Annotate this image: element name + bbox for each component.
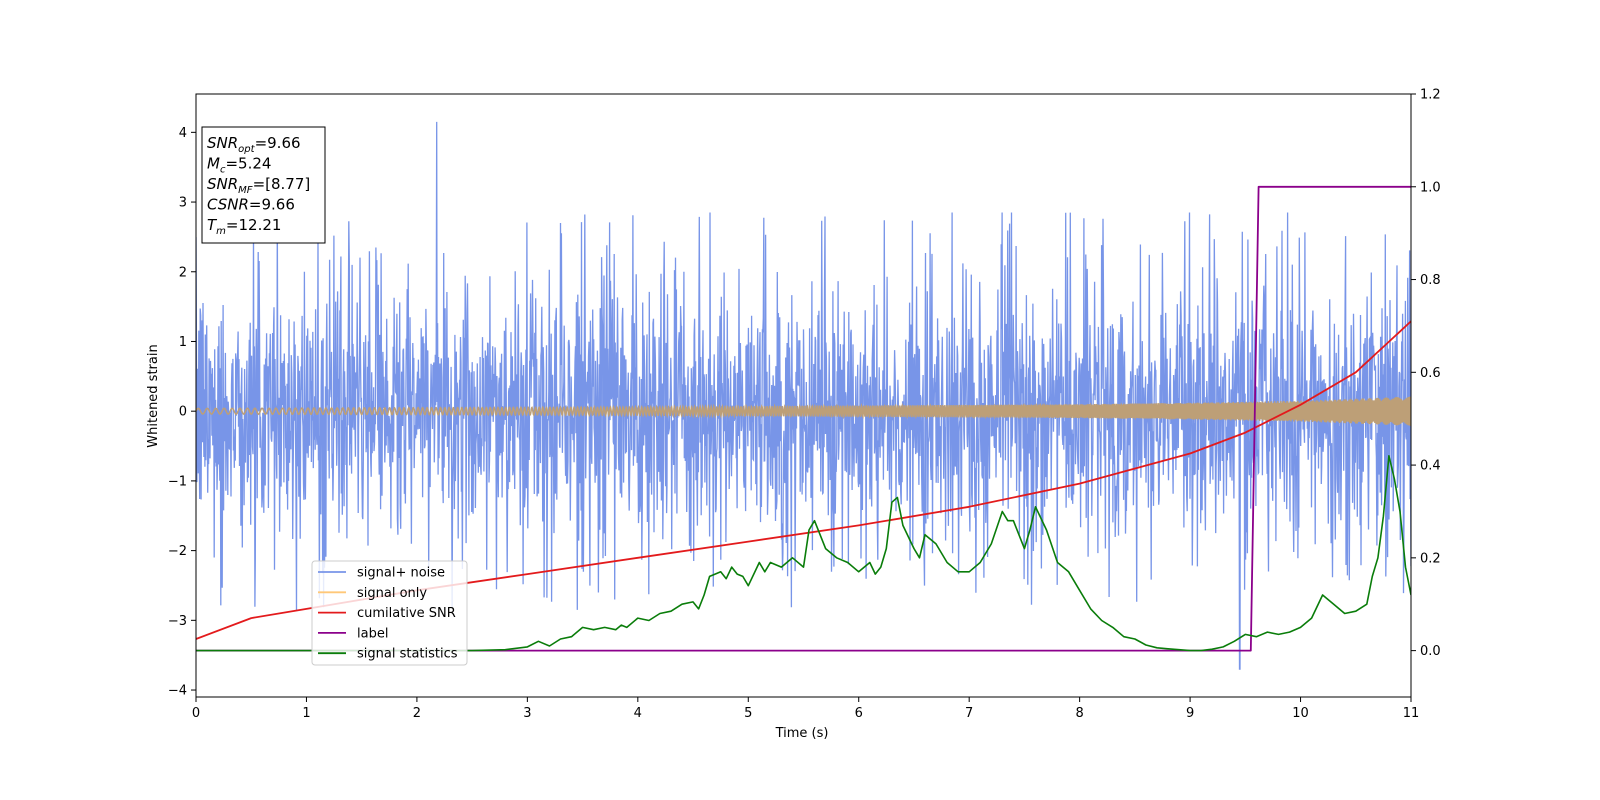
- x-tick-label: 8: [1075, 706, 1083, 721]
- y-tick-label: −1: [168, 474, 187, 489]
- signal-noise-series: [196, 121, 1411, 670]
- y-tick-label: −4: [168, 684, 187, 699]
- y-tick-label: 3: [179, 196, 187, 211]
- y-axis-left: −4 −3 −2 −1 0 1 2 3 4: [168, 126, 196, 699]
- legend: signal+ noise signal only cumilative SNR la…: [311, 560, 468, 666]
- y2-tick-label: 0.2: [1420, 551, 1441, 566]
- y-tick-label: −3: [168, 614, 187, 629]
- y2-tick-label: 0.4: [1420, 459, 1441, 474]
- x-axis-title: Time (s): [775, 726, 829, 741]
- y-tick-label: −2: [168, 544, 187, 559]
- x-tick-label: 11: [1403, 706, 1420, 721]
- legend-entry: cumilative SNR: [357, 606, 456, 621]
- y-tick-label: 4: [179, 126, 187, 141]
- y-tick-label: 0: [179, 405, 187, 420]
- y2-tick-label: 1.0: [1420, 180, 1441, 195]
- y-tick-label: 1: [179, 335, 187, 350]
- y-tick-label: 2: [179, 265, 187, 280]
- x-tick-label: 4: [634, 706, 642, 721]
- x-tick-label: 1: [302, 706, 310, 721]
- x-tick-label: 2: [413, 706, 421, 721]
- annotation-line: SNRMF=[8.77]: [207, 175, 310, 196]
- x-tick-label: 10: [1292, 706, 1309, 721]
- x-tick-label: 7: [965, 706, 973, 721]
- legend-entry: label: [357, 626, 388, 641]
- x-tick-label: 0: [192, 706, 200, 721]
- y2-tick-label: 1.2: [1420, 88, 1441, 103]
- y-axis-right: 0.0 0.2 0.4 0.6 0.8 1.0 1.2: [1411, 88, 1441, 659]
- annotation-line: CSNR=9.66: [207, 196, 295, 214]
- legend-entry: signal+ noise: [357, 566, 445, 581]
- annotation-frame: [201, 126, 326, 244]
- legend-entry: signal only: [357, 586, 427, 601]
- plot-frame: [195, 93, 1412, 698]
- x-tick-label: 3: [523, 706, 531, 721]
- x-axis: 0 1 2 3 4 5 6 7 8 9 10 11: [192, 697, 1419, 721]
- y-axis-title: Whitened strain: [146, 344, 161, 447]
- annotation-line: SNRopt=9.66: [207, 134, 301, 155]
- x-tick-label: 5: [744, 706, 752, 721]
- x-tick-label: 6: [855, 706, 863, 721]
- y2-tick-label: 0.8: [1420, 273, 1441, 288]
- signal-statistics-line: [196, 455, 1411, 652]
- annotation-line: Mc=5.24: [207, 155, 271, 176]
- legend-frame: [311, 560, 468, 666]
- y2-tick-label: 0.6: [1420, 366, 1441, 381]
- y2-tick-label: 0.0: [1420, 644, 1441, 659]
- label-line: [196, 185, 1411, 652]
- legend-entry: signal statistics: [357, 647, 458, 662]
- annotation-line: Tm=12.21: [207, 216, 281, 237]
- signal-only-line: [196, 396, 1411, 426]
- signal-only-series: [196, 396, 1411, 426]
- signal-noise-line: [196, 121, 1411, 670]
- x-tick-label: 9: [1186, 706, 1194, 721]
